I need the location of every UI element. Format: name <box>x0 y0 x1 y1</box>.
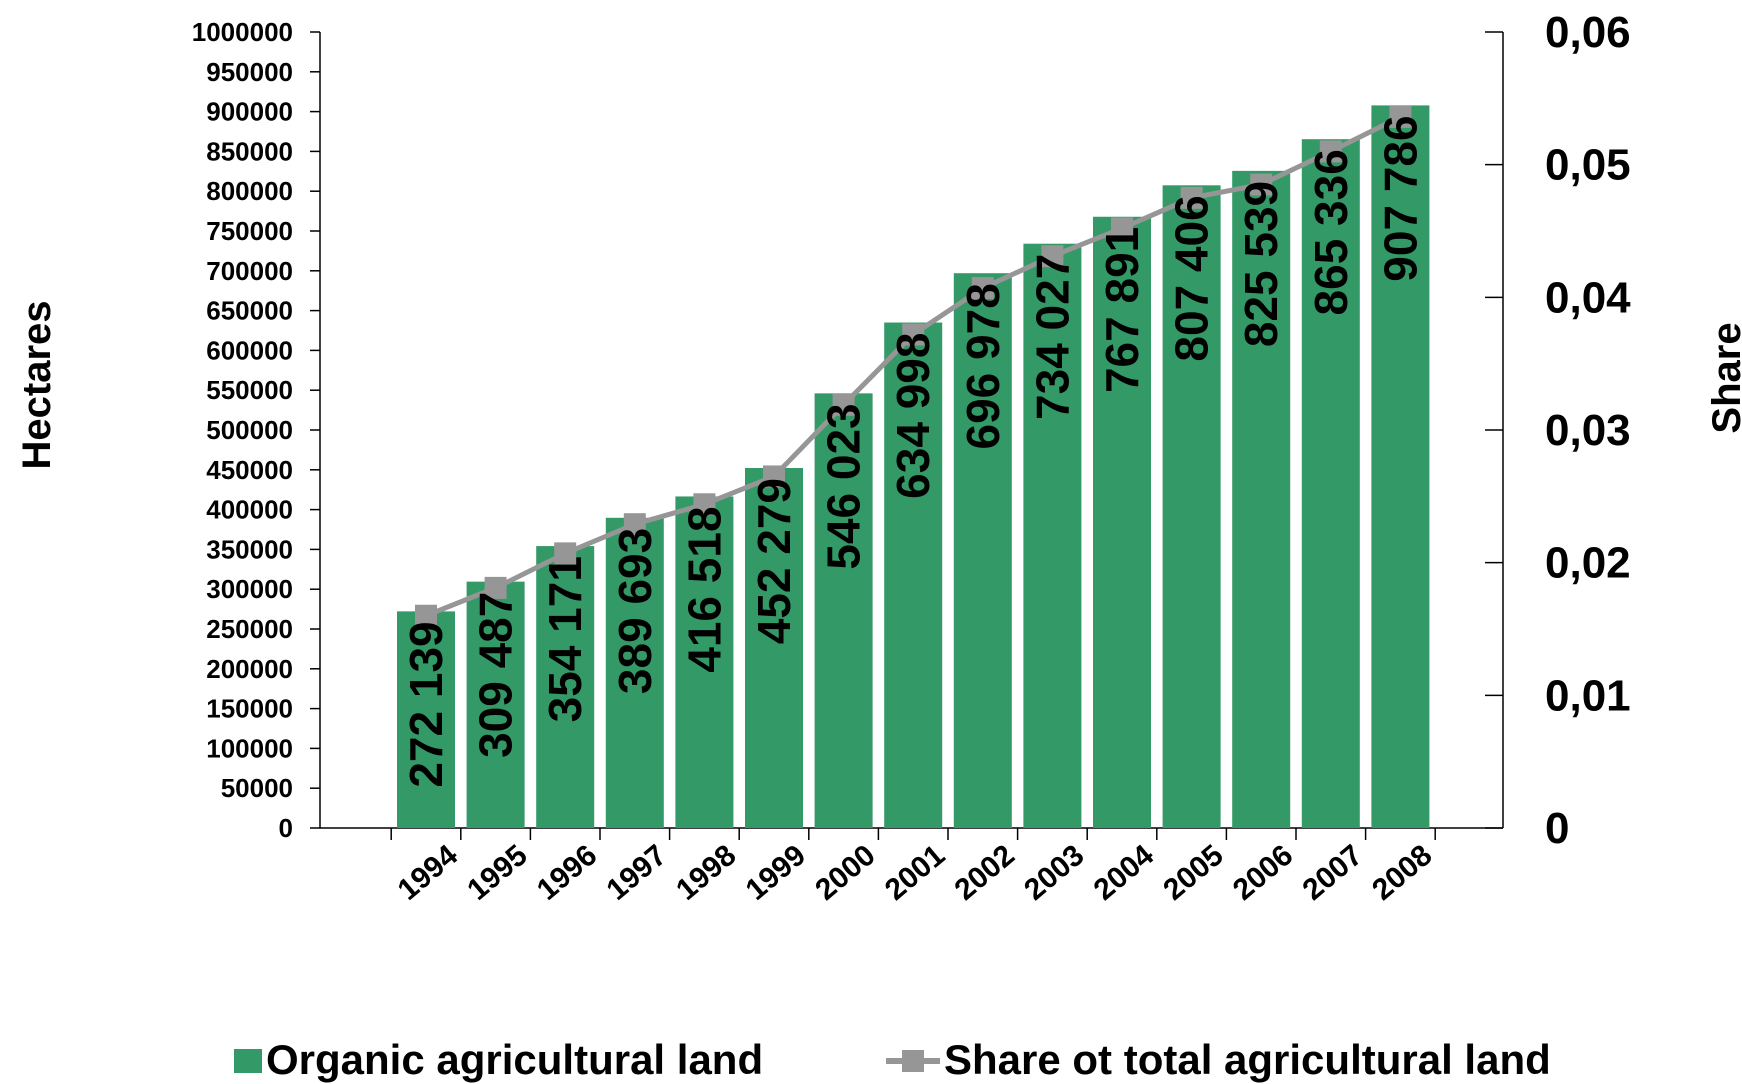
left-tick-label: 250000 <box>206 614 293 644</box>
share-marker-1997 <box>623 513 646 536</box>
left-tick-label: 100000 <box>206 733 293 763</box>
bar-2008 <box>1371 105 1430 828</box>
left-tick-label: 400000 <box>206 495 293 525</box>
left-tick-label: 800000 <box>206 176 293 206</box>
share-line-group <box>415 105 1412 627</box>
left-tick-label: 200000 <box>206 654 293 684</box>
bar-1999 <box>745 467 803 828</box>
bar-data-label: 696 978 <box>957 283 1009 449</box>
right-tick-label: 0 <box>1545 804 1569 853</box>
bar-data-label: 734 027 <box>1026 254 1078 420</box>
share-marker-1999 <box>763 465 785 488</box>
share-marker-2006 <box>1250 173 1273 196</box>
right-tick-label: 0,04 <box>1545 273 1631 322</box>
bar-data-label: 389 693 <box>609 528 661 694</box>
share-marker-2008 <box>1389 105 1412 128</box>
bar-data-label: 907 786 <box>1374 115 1426 281</box>
bar-2000 <box>814 393 873 828</box>
legend: Organic agricultural land Share ot total… <box>234 1036 1551 1083</box>
bar-data-label: 767 891 <box>1096 227 1148 393</box>
left-tick-label: 500000 <box>206 415 293 445</box>
share-marker-2004 <box>1111 217 1133 240</box>
share-marker-2007 <box>1319 140 1342 163</box>
bar-data-label: 807 406 <box>1166 195 1218 361</box>
bar-1998 <box>675 496 734 828</box>
bar-data-label: 272 139 <box>400 621 452 787</box>
left-tick-label: 650000 <box>206 296 293 326</box>
left-tick-label: 1000000 <box>192 17 293 47</box>
left-tick-label: 550000 <box>206 375 293 405</box>
bar-1997 <box>605 517 664 828</box>
bar-2007 <box>1301 139 1360 828</box>
left-tick-label: 850000 <box>206 136 293 166</box>
category-label: 2002 <box>949 839 1021 907</box>
left-tick-label: 900000 <box>206 97 293 127</box>
bar-2004 <box>1093 216 1151 828</box>
bar-data-label: 416 518 <box>678 506 730 672</box>
bar-data-label: 865 336 <box>1305 149 1357 315</box>
bar-2006 <box>1232 170 1291 828</box>
left-tick-label: 150000 <box>206 694 293 724</box>
bar-2001 <box>884 322 943 828</box>
legend-swatch-organic-land <box>234 1049 262 1073</box>
left-tick-label: 700000 <box>206 256 293 286</box>
left-tick-label: 450000 <box>206 455 293 485</box>
category-label: 2000 <box>809 839 881 907</box>
category-label: 1997 <box>601 839 673 907</box>
share-marker-2001 <box>902 323 925 346</box>
category-label: 1995 <box>461 839 533 907</box>
bar-data-label: 825 539 <box>1235 181 1287 347</box>
legend-label-share: Share ot total agricultural land <box>944 1036 1551 1083</box>
category-label: 2007 <box>1297 839 1369 907</box>
bar-1994 <box>397 611 455 828</box>
right-tick-label: 0,06 <box>1545 8 1631 57</box>
bar-1995 <box>466 581 525 828</box>
right-tick-label: 0,05 <box>1545 141 1631 190</box>
legend-label-organic-land: Organic agricultural land <box>266 1036 763 1083</box>
category-label: 2008 <box>1366 839 1438 907</box>
bar-data-label: 546 023 <box>818 403 870 569</box>
bar-labels-group: 272 139 309 487 354 171 389 693 416 518 452 2… <box>400 115 1426 787</box>
left-tick-label: 950000 <box>206 57 293 87</box>
bar-2002 <box>953 273 1012 828</box>
legend-marker-share <box>902 1050 924 1072</box>
left-tick-label: 750000 <box>206 216 293 246</box>
left-tick-label: 0 <box>279 813 293 843</box>
category-label: 2003 <box>1018 839 1090 907</box>
category-label: 2005 <box>1157 839 1229 907</box>
bar-data-label: 634 998 <box>887 333 939 499</box>
share-marker-2003 <box>1041 245 1064 268</box>
left-tick-label: 50000 <box>221 773 293 803</box>
right-tick-label: 0,01 <box>1545 671 1631 720</box>
left-tick-label: 350000 <box>206 534 293 564</box>
bar-1996 <box>536 546 595 828</box>
category-label: 1999 <box>740 839 812 907</box>
bars-group <box>397 105 1430 829</box>
right-tick-label: 0,02 <box>1545 539 1631 588</box>
bar-2005 <box>1162 185 1221 829</box>
category-label: 2006 <box>1227 839 1299 907</box>
share-marker-1995 <box>484 576 507 599</box>
bar-data-label: 452 279 <box>748 478 800 644</box>
bar-data-label: 354 171 <box>539 556 591 722</box>
category-label: 1998 <box>670 839 742 907</box>
category-label: 1994 <box>392 838 465 906</box>
share-marker-1994 <box>415 604 437 627</box>
right-tick-label: 0,03 <box>1545 406 1631 455</box>
left-tick-label: 600000 <box>206 335 293 365</box>
category-label: 2004 <box>1088 838 1161 906</box>
share-marker-2002 <box>971 277 994 300</box>
category-label: 1996 <box>531 839 603 907</box>
right-axis-title: Share <box>1705 322 1742 433</box>
share-marker-1996 <box>554 542 577 565</box>
share-marker-2000 <box>832 393 855 416</box>
category-label: 2001 <box>879 839 951 907</box>
left-axis-title: Hectares <box>15 300 59 469</box>
share-marker-2005 <box>1180 186 1203 209</box>
bar-2003 <box>1023 243 1082 829</box>
left-tick-label: 300000 <box>206 574 293 604</box>
bar-data-label: 309 487 <box>470 592 522 758</box>
share-marker-1998 <box>693 493 716 516</box>
